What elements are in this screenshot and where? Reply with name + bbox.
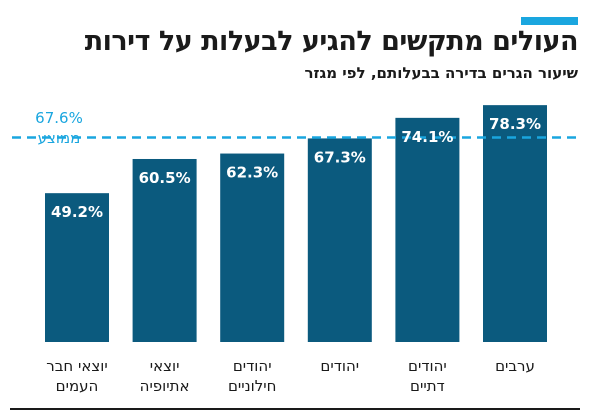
category-label: יוצאי	[150, 357, 180, 375]
bar-value-label: 60.5%	[139, 169, 191, 187]
bar-value-label: 74.1%	[401, 128, 453, 146]
category-label: העמים	[56, 377, 99, 395]
chart-title: העולים מתקשים להגיע לבעלות על דירות	[84, 26, 579, 57]
bar	[132, 158, 197, 342]
chart-subtitle: שיעור הגרים בדירה בבעלותם, לפי מגזר	[304, 64, 578, 82]
category-label: יהודים	[320, 357, 359, 375]
bar-value-label: 67.3%	[314, 148, 366, 166]
category-label: אתיופיה	[140, 377, 190, 395]
category-label: דתיים	[410, 377, 445, 395]
category-label: חילוניים	[228, 377, 276, 395]
bar	[307, 138, 372, 342]
bar-value-label: 78.3%	[489, 115, 541, 133]
category-label: ערבים	[495, 357, 535, 375]
bar	[483, 105, 547, 342]
category-label: יהודים	[408, 357, 447, 375]
average-value-label: 67.6%	[35, 109, 83, 127]
average-layer: 67.6% ממוצע	[12, 109, 580, 147]
bar-value-label: 62.3%	[226, 164, 278, 182]
bar	[45, 193, 109, 342]
bar-value-label: 49.2%	[51, 203, 103, 221]
bar	[395, 117, 460, 342]
bottom-rule	[10, 408, 580, 410]
labels-layer: 49.2% יוצאי חבר העמים 60.5% יוצאי אתיופיה 62.3…	[46, 115, 541, 395]
category-label: יוצאי חבר	[46, 357, 107, 375]
bars-layer	[45, 105, 547, 342]
bar	[220, 153, 285, 342]
category-label: יהודים	[233, 357, 272, 375]
average-label: ממוצע	[38, 129, 81, 147]
header-accent-bar	[521, 17, 578, 25]
